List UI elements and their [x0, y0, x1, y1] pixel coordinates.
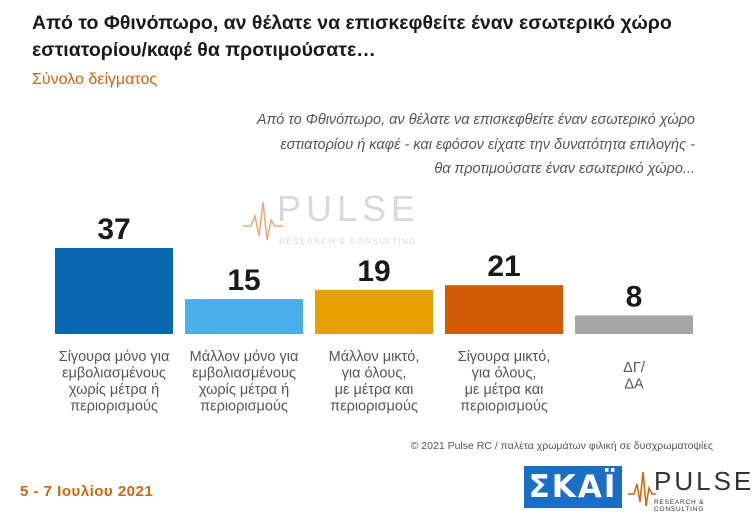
skai-logo: ΣΚΑΪ — [524, 466, 622, 508]
bar-5 — [575, 315, 693, 334]
pulse-logo: PULSE RESEARCH & CONSULTING — [628, 466, 751, 513]
question-line: θα προτιμούσατε έναν εσωτερικό χώρο... — [434, 161, 695, 177]
data-label-4: 21 — [487, 250, 520, 283]
chart-title: Από το Φθινόπωρο, αν θέλατε να επισκεφθε… — [32, 12, 672, 61]
data-label-1: 37 — [97, 213, 130, 246]
question-line: εστιατορίου ή καφέ - και εφόσον είχατε τ… — [280, 136, 695, 153]
copyright-note: © 2021 Pulse RC / παλέτα χρωμάτων φιλική… — [410, 440, 713, 452]
question-line: Από το Φθινόπωρο, αν θέλατε να επισκεφθε… — [256, 112, 695, 128]
data-label-2: 15 — [227, 264, 260, 297]
category-label-1: Σίγουρα μόνο για εμβολιασμένους χωρίς μέτρ… — [59, 349, 170, 415]
category-label-4: Σίγουρα μικτό, για όλους, με μέτρα και περι… — [458, 349, 551, 415]
watermark-sub: RESEARCH & CONSULTING — [279, 236, 417, 246]
bar-chart: 37 Σίγουρα μόνο για εμβολιασμένους χωρίς μέ… — [55, 213, 693, 415]
chart-subtitle: Σύνολο δείγματος — [32, 71, 158, 88]
bar-1 — [55, 248, 173, 334]
data-label-5: 8 — [626, 280, 643, 313]
category-label-2: Μάλλον μόνο για εμβολιασμένους χωρίς μέτρα… — [190, 349, 299, 415]
bar-3 — [315, 289, 433, 334]
survey-date: 5 - 7 Ιουλίου 2021 — [20, 483, 154, 500]
data-label-3: 19 — [357, 255, 390, 288]
bar-4 — [445, 285, 563, 334]
category-label-5: ΔΓ/ΔΑ — [623, 360, 646, 393]
pulse-logo-wave-icon — [628, 471, 656, 507]
pulse-watermark: PULSE RESEARCH & CONSULTING — [243, 188, 423, 250]
pulse-logo-word: PULSE — [654, 466, 753, 496]
question-text: Από το Φθινόπωρο, αν θέλατε να επισκεφθε… — [135, 108, 695, 182]
category-label-3: Μάλλον μικτό, για όλους, με μέτρα και περιο… — [329, 349, 420, 415]
pulse-logo-sub: RESEARCH & CONSULTING — [654, 499, 705, 513]
bar-2 — [185, 299, 303, 334]
watermark-word: PULSE — [277, 188, 421, 229]
pulse-wave-icon — [243, 201, 283, 241]
